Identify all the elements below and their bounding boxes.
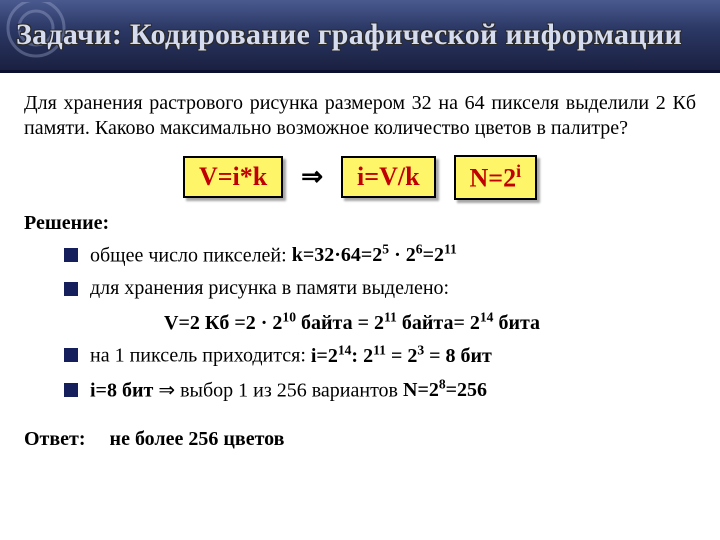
solution-label: Решение: — [24, 212, 696, 235]
bullet-3: на 1 пиксель приходится: i=214: 211 = 23… — [64, 339, 696, 372]
problem-text: Для хранения растрового рисунка размером… — [24, 91, 696, 141]
t: =2 — [423, 244, 444, 266]
bullet-square-icon — [64, 248, 78, 262]
t: = 8 бит — [424, 345, 492, 367]
answer-label: Ответ: — [24, 428, 86, 451]
t: 11 — [444, 242, 457, 257]
slide-content: Для хранения растрового рисунка размером… — [0, 73, 720, 451]
t: = 2 — [386, 345, 417, 367]
bullet-4-text: i=8 бит ⇒ выбор 1 из 256 вариантов N=28=… — [90, 374, 696, 407]
t: V=2 Кб =2 · 2 — [164, 312, 282, 334]
answer-row: Ответ: не более 256 цветов — [24, 428, 696, 451]
formulas-row: V=i*k ⇒ i=V/k N=2i — [24, 155, 696, 200]
t: i=2 — [311, 345, 338, 367]
t: байта= 2 — [397, 312, 480, 334]
formula-3-base: N=2 — [470, 164, 517, 193]
arrow-icon: ⇒ — [153, 379, 180, 401]
t: · 2 — [389, 244, 416, 266]
t: 6 — [416, 242, 423, 257]
bullet-2-line: V=2 Кб =2 · 210 байта = 211 байта= 214 б… — [64, 306, 696, 339]
bullet-square-icon — [64, 348, 78, 362]
arrow-icon: ⇒ — [301, 162, 323, 192]
bullet-1: общее число пикселей: k=32·64=25 · 26=21… — [64, 239, 696, 272]
bullet-1-text: общее число пикселей: k=32·64=25 · 26=21… — [90, 239, 696, 272]
slide-title: Задачи: Кодирование графической информац… — [16, 18, 682, 52]
t: 14 — [480, 309, 494, 324]
t: на 1 пиксель приходится: — [90, 345, 311, 367]
t: 10 — [282, 309, 296, 324]
t: общее число пикселей: — [90, 244, 292, 266]
formula-3: N=2i — [454, 155, 538, 200]
slide-header: Задачи: Кодирование графической информац… — [0, 0, 720, 73]
bullet-2-text: для хранения рисунка в памяти выделено: — [90, 273, 696, 304]
formula-3-exp: i — [516, 161, 521, 181]
t: N=2 — [403, 379, 439, 401]
t: =256 — [446, 379, 487, 401]
t: i=8 бит — [90, 379, 153, 401]
t: 14 — [338, 342, 352, 357]
solution-list: общее число пикселей: k=32·64=25 · 26=21… — [24, 239, 696, 407]
t: : 2 — [351, 345, 373, 367]
bullet-2: для хранения рисунка в памяти выделено: — [64, 273, 696, 304]
t: байта = 2 — [296, 312, 384, 334]
formula-2: i=V/k — [341, 156, 436, 198]
bullet-4: i=8 бит ⇒ выбор 1 из 256 вариантов N=28=… — [64, 374, 696, 407]
bullet-square-icon — [64, 383, 78, 397]
t: k=32·64=2 — [292, 244, 383, 266]
t: 8 — [439, 377, 446, 392]
bullet-square-icon — [64, 282, 78, 296]
t: 11 — [384, 309, 397, 324]
t: бита — [493, 312, 540, 334]
answer-text: не более 256 цветов — [110, 428, 285, 450]
formula-1: V=i*k — [183, 156, 283, 198]
t: 11 — [373, 342, 386, 357]
bullet-3-text: на 1 пиксель приходится: i=214: 211 = 23… — [90, 339, 696, 372]
t: выбор 1 из 256 вариантов — [180, 379, 403, 401]
